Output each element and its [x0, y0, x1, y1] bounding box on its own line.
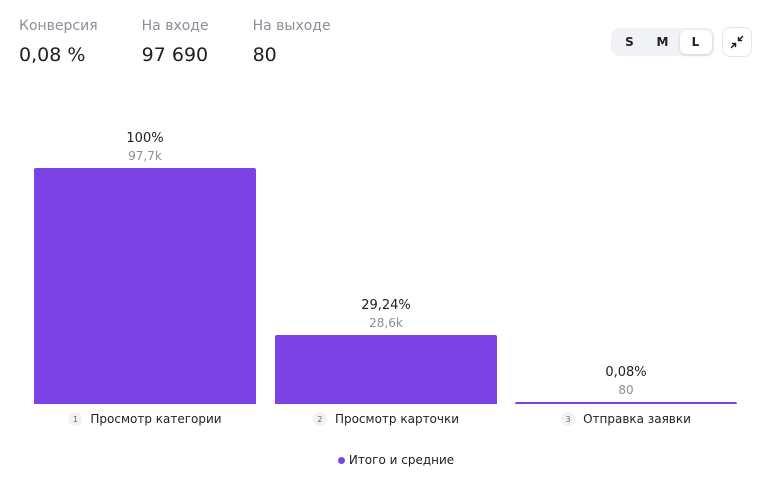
stats-summary: Конверсия 0,08 % На входе 97 690 На выхо…: [19, 18, 375, 66]
size-option-s[interactable]: S: [625, 35, 634, 49]
step-category-label: Отправка заявки: [583, 412, 691, 426]
collapse-arrows-icon: [730, 35, 744, 49]
bar-value-label-2: 28,6k: [369, 316, 403, 330]
bar-value-label-1: 97,7k: [128, 149, 162, 163]
stat-input: На входе 97 690: [142, 18, 209, 66]
bar-percent-label-1: 100%: [126, 131, 164, 146]
step-number-badge: 3: [561, 412, 576, 426]
stat-conversion-label: Конверсия: [19, 18, 98, 34]
stat-output-value: 80: [252, 44, 277, 66]
bar-value-label-3: 80: [618, 383, 634, 397]
stat-conversion: Конверсия 0,08 %: [19, 18, 98, 66]
legend-dot: [337, 456, 345, 464]
funnel-bar-3[interactable]: [515, 402, 737, 404]
step-number-badge: 2: [312, 412, 327, 426]
step-label-1: 1 Просмотр категории: [34, 412, 256, 426]
size-option-m[interactable]: M: [656, 35, 669, 49]
collapse-button[interactable]: [722, 27, 752, 57]
funnel-bar-2[interactable]: [275, 335, 497, 404]
bar-percent-label-3: 0,08%: [605, 365, 647, 380]
bar-percent-label-2: 29,24%: [361, 298, 411, 313]
chart-legend[interactable]: Итого и средние: [0, 453, 780, 467]
funnel-bar-1[interactable]: [34, 168, 256, 404]
size-option-l[interactable]: L: [679, 30, 712, 54]
step-category-label: Просмотр карточки: [334, 412, 460, 426]
step-label-3: 3 Отправка заявки: [515, 412, 737, 426]
stat-output-label: На выходе: [252, 18, 331, 34]
stat-conversion-value: 0,08 %: [19, 44, 86, 66]
chart-size-switch: S M L: [611, 28, 714, 56]
stat-input-label: На входе: [141, 18, 209, 34]
step-number-badge: 1: [68, 412, 83, 426]
legend-label: Итого и средние: [348, 453, 455, 467]
stat-output: На выходе 80: [253, 18, 331, 66]
step-label-2: 2 Просмотр карточки: [275, 412, 497, 426]
step-category-label: Просмотр категории: [90, 412, 222, 426]
stat-input-value: 97 690: [141, 44, 209, 66]
